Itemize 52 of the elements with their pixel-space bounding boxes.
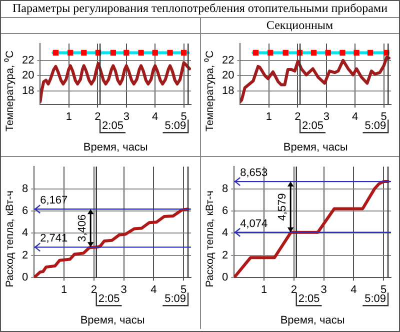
y-tick-label: 22: [22, 54, 34, 66]
ref-line-label: 5:09: [364, 120, 386, 132]
y-axis-title: Температура, ⁰С: [203, 50, 216, 132]
y-tick-label: 18: [221, 84, 234, 97]
x-tick-label: 4: [152, 111, 158, 124]
x-tick-label: 3: [120, 284, 127, 296]
y-tick-label: 8: [22, 182, 28, 195]
x-tick-label: 2: [94, 111, 101, 124]
y-axis-title: Температура, ⁰С: [4, 50, 16, 132]
x-tick-label: 4: [150, 284, 157, 296]
x-axis-title: Время, часы: [80, 314, 145, 326]
annotation: 4,579: [276, 193, 288, 221]
x-tick-label: 4: [352, 111, 358, 124]
ref-line-label: 5:09: [164, 120, 186, 132]
x-tick-label: 2: [90, 284, 97, 296]
y-axis-title: Расход тепла, кВт-ч: [203, 190, 216, 288]
x-tick-label: 1: [66, 111, 72, 124]
ref-line-label: 2:05: [302, 120, 323, 132]
x-axis-title: Время, часы: [280, 314, 344, 326]
y-tick-label: 2: [221, 249, 228, 262]
ref-line-label: 2:05: [298, 293, 320, 306]
x-axis-title: Время, часы: [282, 141, 348, 154]
x-tick-label: 3: [322, 111, 329, 124]
x-tick-label: 3: [320, 284, 326, 296]
y-tick-label: 8: [221, 182, 228, 195]
x-tick-label: 2: [294, 111, 300, 124]
y-tick-label: 4: [221, 227, 228, 240]
ref-line-label: 2:05: [102, 120, 124, 132]
y-tick-label: 6: [221, 205, 228, 218]
y-tick-label: 0: [22, 272, 28, 284]
x-tick-label: 1: [60, 284, 68, 296]
y-tick-label: 22: [221, 54, 234, 66]
x-tick-label: 4: [350, 284, 356, 296]
ref-line-label: 5:09: [164, 293, 186, 306]
ref-line-label: 5:09: [364, 293, 386, 306]
x-axis-title: Время, часы: [83, 141, 148, 154]
annotation: 3,406: [76, 214, 89, 242]
x-tick-label: 2: [290, 284, 296, 296]
y-tick-label: 6: [22, 205, 28, 218]
y-axis-title: Расход тепла, кВт-ч: [4, 190, 16, 288]
y-tick-label: 20: [22, 70, 34, 82]
y-tick-label: 20: [221, 70, 234, 82]
y-tick-label: 2: [22, 249, 28, 262]
ref-line-label: 2:05: [98, 293, 120, 306]
y-tick-label: 0: [221, 272, 228, 284]
y-tick-label: 4: [22, 227, 28, 240]
y-tick-label: 18: [22, 84, 34, 97]
chart-subtitle: Секционным: [200, 18, 399, 34]
x-tick-label: 1: [260, 284, 267, 296]
x-tick-label: 1: [265, 111, 272, 124]
chart-title: Параметры регулирования теплопотребления отопительными приборами: [1, 1, 399, 18]
x-tick-label: 3: [123, 111, 130, 124]
